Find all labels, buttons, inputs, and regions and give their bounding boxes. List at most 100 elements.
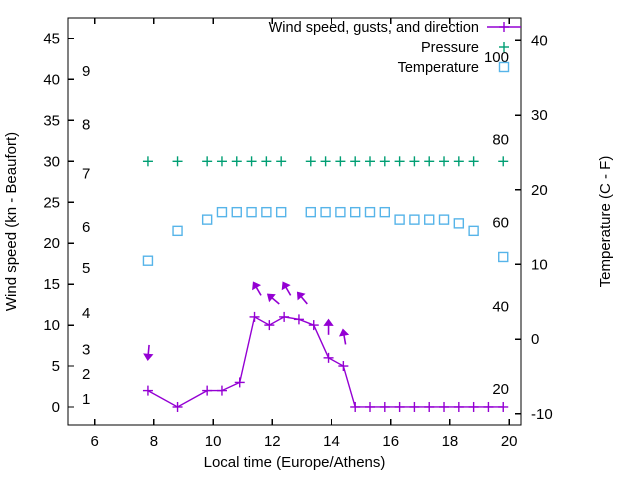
beaufort-label: 9 (82, 63, 90, 80)
pressure-point (231, 156, 242, 167)
wind-speed-point (202, 385, 213, 396)
wind-speed-point (394, 401, 405, 412)
x-tick-label: 10 (205, 433, 222, 450)
y-tick-label: 5 (52, 358, 60, 375)
y-tick-label: 40 (43, 71, 60, 88)
pressure-point (246, 156, 257, 167)
wind-speed-point (323, 352, 334, 363)
y2-axis-title: Temperature (C - F) (597, 156, 614, 288)
y-tick-label: 20 (43, 235, 60, 252)
wind-speed-point (350, 401, 361, 412)
wind-direction-arrow (296, 291, 308, 305)
y-tick-label: 25 (43, 194, 60, 211)
x-tick-label: 14 (323, 433, 340, 450)
legend-sample-plus (499, 42, 509, 52)
beaufort-label: 3 (82, 342, 90, 359)
wind-speed-point (453, 401, 464, 412)
temperature-point (305, 206, 316, 218)
temperature-point (394, 214, 405, 225)
wind-speed-point (338, 361, 349, 372)
legend-label: Pressure (421, 40, 479, 56)
temperature-point (409, 214, 420, 225)
pressure-point (350, 156, 361, 167)
pressure-point (409, 156, 420, 167)
legend-sample-square (498, 61, 510, 73)
wind-speed-point (409, 401, 420, 412)
y2-tick-label: 20 (531, 182, 548, 199)
fahrenheit-label: 40 (492, 298, 509, 315)
temperature-point (349, 206, 361, 218)
wind-speed-point (142, 385, 153, 396)
wind-speed-point (365, 401, 375, 412)
pressure-point (453, 156, 464, 167)
fahrenheit-label: 100 (484, 49, 509, 66)
wind-direction-arrow (338, 328, 350, 345)
pressure-point (379, 156, 390, 167)
wind-speed-point (249, 311, 260, 322)
wind-speed-point (308, 320, 319, 331)
wind-speed-point (498, 401, 509, 412)
pressure-point (320, 156, 331, 167)
x-axis-title: Local time (Europe/Athens) (204, 454, 386, 471)
temperature-point (468, 225, 479, 237)
pressure-point (142, 156, 153, 167)
temperature-point (335, 206, 346, 218)
wind-direction-arrow (323, 318, 334, 335)
fahrenheit-label: 20 (492, 381, 509, 398)
pressure-point (276, 156, 287, 167)
wind-speed-point (264, 320, 275, 331)
pressure-point (424, 156, 435, 167)
temperature-point (438, 214, 450, 225)
temperature-point (453, 218, 465, 229)
pressure-point (261, 156, 272, 167)
y-axis-title: Wind speed (kn - Beaufort) (3, 132, 20, 311)
y-tick-label: 45 (43, 30, 60, 47)
temperature-point (320, 206, 331, 218)
pressure-point (305, 156, 316, 167)
wind-speed-point (424, 401, 435, 412)
temperature-point (231, 206, 242, 218)
legend-label: Temperature (398, 60, 479, 76)
wind-speed-point (172, 401, 183, 412)
wind-speed-point (293, 314, 304, 325)
pressure-point (216, 156, 227, 167)
y-tick-label: 15 (43, 276, 60, 293)
temperature-point (172, 225, 183, 237)
temperature-point (424, 214, 435, 225)
y2-tick-label: 30 (531, 107, 548, 124)
legend-label: Wind speed, gusts, and direction (269, 20, 479, 36)
x-tick-label: 12 (264, 433, 281, 450)
beaufort-label: 8 (82, 116, 90, 133)
wind-speed-point (483, 401, 494, 412)
y-tick-label: 10 (43, 317, 60, 334)
fahrenheit-label: 80 (492, 132, 509, 149)
pressure-point (468, 156, 479, 167)
y2-tick-label: -10 (531, 406, 553, 423)
beaufort-label: 1 (82, 391, 90, 408)
temperature-point (142, 255, 154, 266)
temperature-point (275, 206, 287, 218)
pressure-point (365, 156, 375, 167)
pressure-point (172, 156, 183, 167)
y2-tick-label: 0 (531, 331, 539, 348)
y2-tick-label: 40 (531, 32, 548, 49)
x-tick-label: 20 (501, 433, 518, 450)
y2-tick-label: 10 (531, 256, 548, 273)
temperature-point (364, 206, 376, 218)
wind-speed-line (147, 315, 504, 408)
wind-direction-arrow (266, 293, 280, 305)
wind-direction-arrow (143, 344, 154, 361)
beaufort-label: 6 (82, 219, 90, 236)
wind-speed-point (216, 385, 227, 396)
x-tick-label: 16 (382, 433, 399, 450)
temperature-point (498, 251, 509, 263)
pressure-point (498, 156, 509, 167)
y-tick-label: 30 (43, 153, 60, 170)
temperature-point (201, 214, 213, 225)
x-tick-label: 6 (90, 433, 98, 450)
wind-speed-point (379, 401, 390, 412)
x-tick-label: 18 (442, 433, 459, 450)
wind-speed-point (468, 401, 479, 412)
